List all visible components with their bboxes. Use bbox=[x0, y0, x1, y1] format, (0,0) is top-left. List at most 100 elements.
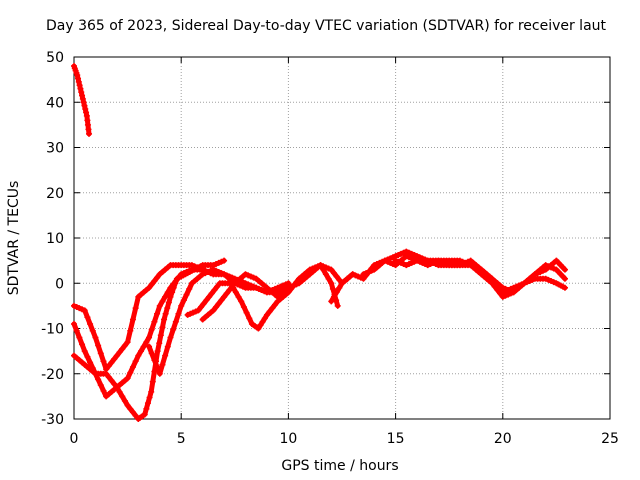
data-point bbox=[259, 318, 266, 325]
data-point bbox=[330, 270, 337, 277]
data-point bbox=[146, 343, 153, 350]
data-point bbox=[81, 307, 88, 314]
data-point bbox=[165, 299, 172, 306]
data-point bbox=[87, 320, 94, 327]
data-point bbox=[81, 102, 88, 109]
y-tick-label: -20 bbox=[41, 367, 64, 383]
data-point bbox=[76, 334, 83, 341]
data-point bbox=[328, 280, 335, 287]
data-point bbox=[95, 342, 102, 349]
y-tick-label: 40 bbox=[46, 95, 64, 111]
data-point bbox=[167, 293, 174, 300]
data-point bbox=[108, 377, 115, 384]
data-point bbox=[148, 281, 155, 288]
data-point bbox=[198, 304, 205, 311]
data-point bbox=[79, 341, 86, 348]
data-point bbox=[127, 369, 134, 376]
data-point bbox=[100, 387, 107, 394]
x-tick-label: 0 bbox=[70, 431, 79, 447]
data-point bbox=[73, 327, 80, 334]
data-point bbox=[210, 307, 217, 314]
data-point bbox=[255, 325, 262, 332]
data-point bbox=[86, 130, 93, 137]
x-axis-label: GPS time / hours bbox=[281, 458, 398, 474]
data-point bbox=[336, 276, 343, 283]
data-point bbox=[211, 287, 218, 294]
series-arc-10 bbox=[392, 257, 568, 300]
data-point bbox=[108, 359, 115, 366]
data-point bbox=[161, 316, 168, 323]
series-arc-9 bbox=[360, 248, 568, 296]
data-point bbox=[195, 307, 202, 314]
data-point bbox=[226, 287, 233, 294]
data-point bbox=[79, 95, 86, 102]
data-point bbox=[215, 300, 222, 307]
data-point bbox=[116, 349, 123, 356]
y-tick-label: 0 bbox=[55, 276, 64, 292]
data-point bbox=[141, 411, 148, 418]
data-point bbox=[208, 290, 215, 297]
data-point bbox=[213, 304, 220, 311]
x-tick-label: 25 bbox=[601, 431, 619, 447]
data-point bbox=[97, 350, 104, 357]
data-point bbox=[175, 310, 182, 317]
data-point bbox=[78, 89, 85, 96]
data-point bbox=[74, 72, 81, 79]
data-point bbox=[148, 326, 155, 333]
data-point bbox=[159, 324, 166, 331]
data-point bbox=[146, 394, 153, 401]
data-point bbox=[119, 345, 126, 352]
data-point bbox=[240, 304, 247, 311]
series-arc-5 bbox=[146, 266, 292, 377]
data-point bbox=[157, 332, 164, 339]
data-point bbox=[124, 402, 131, 409]
data-point bbox=[113, 352, 120, 359]
x-tick-label: 15 bbox=[387, 431, 405, 447]
data-point bbox=[328, 266, 335, 273]
data-point bbox=[111, 380, 118, 387]
data-point bbox=[266, 308, 273, 315]
x-tick-label: 10 bbox=[279, 431, 297, 447]
data-point bbox=[121, 397, 128, 404]
x-tick-label: 20 bbox=[494, 431, 512, 447]
series-line bbox=[71, 63, 92, 137]
data-point bbox=[87, 359, 94, 366]
chart-title: Day 365 of 2023, Sidereal Day-to-day VTE… bbox=[46, 18, 607, 34]
data-point bbox=[221, 293, 228, 300]
x-tick-label: 5 bbox=[177, 431, 186, 447]
data-point bbox=[154, 348, 161, 355]
data-point bbox=[127, 405, 134, 412]
data-point bbox=[75, 78, 82, 85]
data-point bbox=[148, 388, 155, 395]
data-point bbox=[164, 305, 171, 312]
data-point bbox=[156, 340, 163, 347]
data-point bbox=[111, 356, 118, 363]
data-point bbox=[322, 271, 329, 278]
data-point bbox=[81, 348, 88, 355]
data-point bbox=[170, 326, 177, 333]
data-point bbox=[151, 318, 158, 325]
data-point bbox=[97, 382, 104, 389]
data-point bbox=[121, 342, 128, 349]
data-point bbox=[491, 283, 498, 290]
data-point bbox=[143, 405, 150, 412]
data-point bbox=[167, 334, 174, 341]
data-point bbox=[561, 266, 568, 273]
data-point bbox=[146, 334, 153, 341]
data-point bbox=[154, 310, 161, 317]
data-point bbox=[80, 99, 87, 106]
data-point bbox=[132, 358, 139, 365]
data-point bbox=[172, 318, 179, 325]
data-point bbox=[561, 284, 568, 291]
y-tick-label: 10 bbox=[46, 231, 64, 247]
data-point bbox=[116, 388, 123, 395]
data-point bbox=[243, 309, 250, 316]
data-point bbox=[330, 293, 337, 300]
data-point bbox=[129, 363, 136, 370]
data-point bbox=[113, 384, 120, 391]
data-point bbox=[119, 393, 126, 400]
data-point bbox=[218, 297, 225, 304]
data-point bbox=[238, 298, 245, 305]
series-arc-4 bbox=[71, 257, 228, 422]
